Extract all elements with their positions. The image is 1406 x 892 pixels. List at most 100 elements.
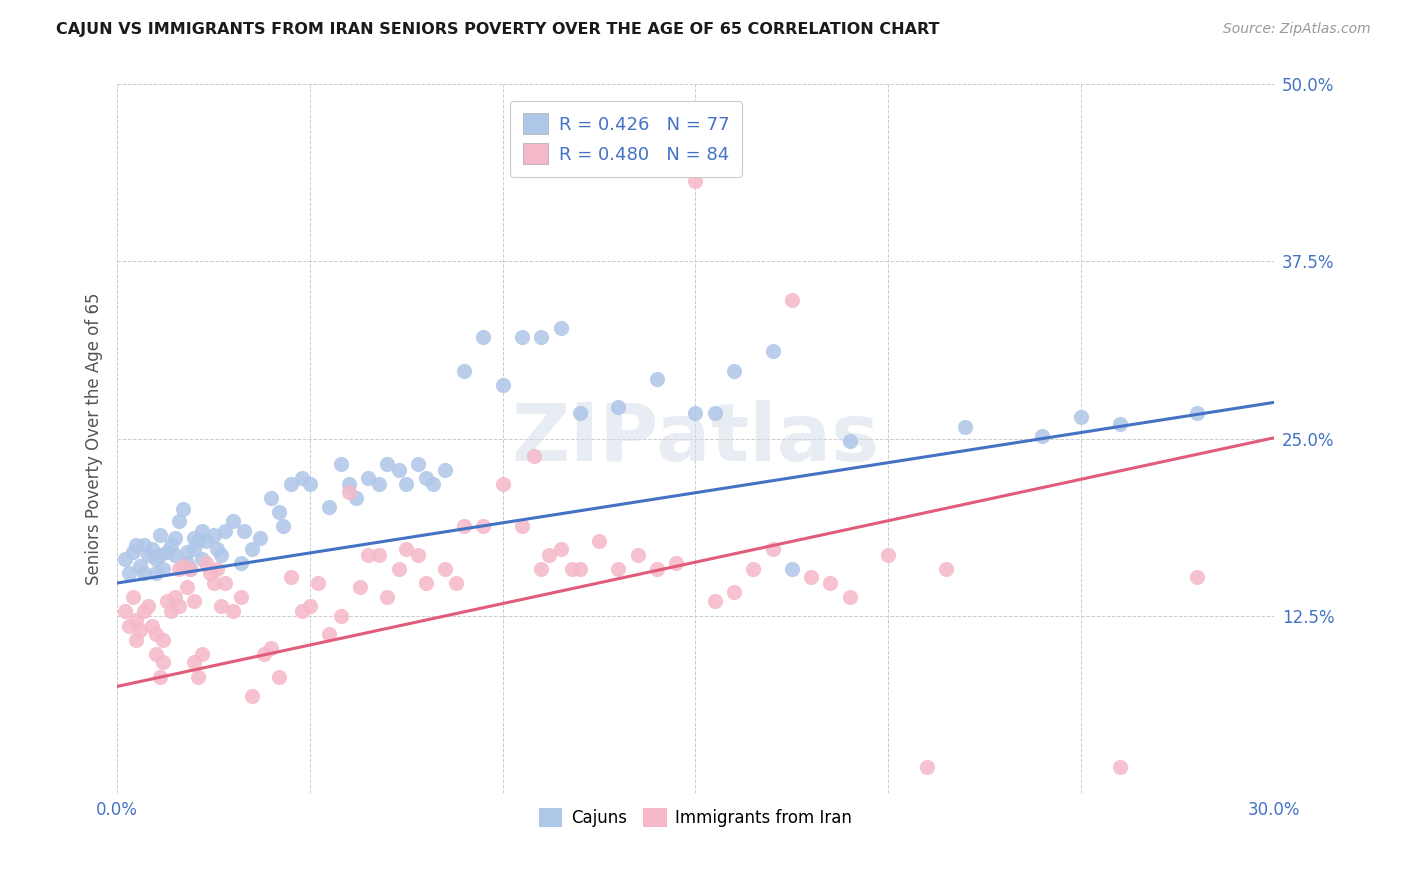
Point — [134, 538, 156, 552]
Point — [800, 570, 823, 584]
Point — [955, 420, 977, 434]
Point — [280, 570, 302, 584]
Point — [935, 562, 957, 576]
Point — [121, 590, 143, 604]
Point — [433, 562, 456, 576]
Point — [298, 599, 321, 613]
Point — [388, 562, 411, 576]
Point — [685, 174, 707, 188]
Point — [229, 590, 252, 604]
Point — [395, 542, 418, 557]
Point — [307, 576, 329, 591]
Point — [156, 594, 179, 608]
Point — [422, 476, 444, 491]
Point — [703, 406, 725, 420]
Legend: Cajuns, Immigrants from Iran: Cajuns, Immigrants from Iran — [533, 801, 859, 834]
Point — [145, 647, 167, 661]
Point — [167, 514, 190, 528]
Point — [207, 562, 229, 576]
Point — [149, 528, 172, 542]
Point — [160, 538, 183, 552]
Point — [329, 457, 352, 471]
Point — [492, 476, 515, 491]
Point — [160, 604, 183, 618]
Y-axis label: Seniors Poverty Over the Age of 65: Seniors Poverty Over the Age of 65 — [86, 293, 103, 585]
Point — [194, 556, 217, 570]
Point — [129, 623, 152, 637]
Point — [291, 604, 314, 618]
Point — [762, 542, 785, 557]
Point — [118, 566, 141, 580]
Point — [176, 556, 198, 570]
Point — [568, 562, 591, 576]
Point — [607, 401, 630, 415]
Point — [780, 562, 803, 576]
Point — [156, 545, 179, 559]
Point — [145, 566, 167, 580]
Point — [141, 618, 163, 632]
Point — [762, 343, 785, 358]
Point — [269, 505, 291, 519]
Point — [550, 542, 572, 557]
Point — [368, 548, 391, 562]
Point — [415, 576, 437, 591]
Point — [198, 566, 221, 580]
Point — [530, 562, 553, 576]
Point — [209, 548, 232, 562]
Point — [134, 566, 156, 580]
Point — [368, 476, 391, 491]
Point — [1185, 406, 1208, 420]
Point — [433, 463, 456, 477]
Point — [253, 647, 276, 661]
Point — [202, 576, 225, 591]
Point — [118, 618, 141, 632]
Point — [337, 476, 360, 491]
Point — [395, 476, 418, 491]
Point — [510, 519, 533, 533]
Point — [152, 656, 174, 670]
Point — [645, 372, 668, 386]
Point — [145, 627, 167, 641]
Point — [233, 524, 256, 538]
Point — [240, 542, 263, 557]
Point — [510, 329, 533, 343]
Point — [703, 594, 725, 608]
Point — [357, 471, 380, 485]
Point — [723, 584, 745, 599]
Point — [229, 556, 252, 570]
Point — [627, 548, 650, 562]
Point — [530, 329, 553, 343]
Point — [176, 580, 198, 594]
Point — [152, 632, 174, 647]
Point — [561, 562, 583, 576]
Point — [685, 406, 707, 420]
Point — [406, 548, 429, 562]
Point — [163, 548, 186, 562]
Point — [453, 363, 475, 377]
Point — [222, 514, 245, 528]
Point — [446, 576, 468, 591]
Point — [280, 476, 302, 491]
Point — [141, 542, 163, 557]
Point — [388, 463, 411, 477]
Point — [588, 533, 610, 548]
Point — [187, 533, 209, 548]
Point — [187, 669, 209, 683]
Point — [176, 545, 198, 559]
Point — [172, 502, 194, 516]
Point — [329, 608, 352, 623]
Point — [167, 599, 190, 613]
Point — [742, 562, 765, 576]
Text: ZIPatlas: ZIPatlas — [512, 400, 880, 477]
Point — [522, 449, 544, 463]
Point — [167, 562, 190, 576]
Point — [207, 542, 229, 557]
Point — [357, 548, 380, 562]
Point — [537, 548, 560, 562]
Point — [214, 576, 236, 591]
Point — [114, 604, 136, 618]
Point — [415, 471, 437, 485]
Point — [344, 491, 367, 505]
Point — [318, 500, 340, 514]
Point — [202, 528, 225, 542]
